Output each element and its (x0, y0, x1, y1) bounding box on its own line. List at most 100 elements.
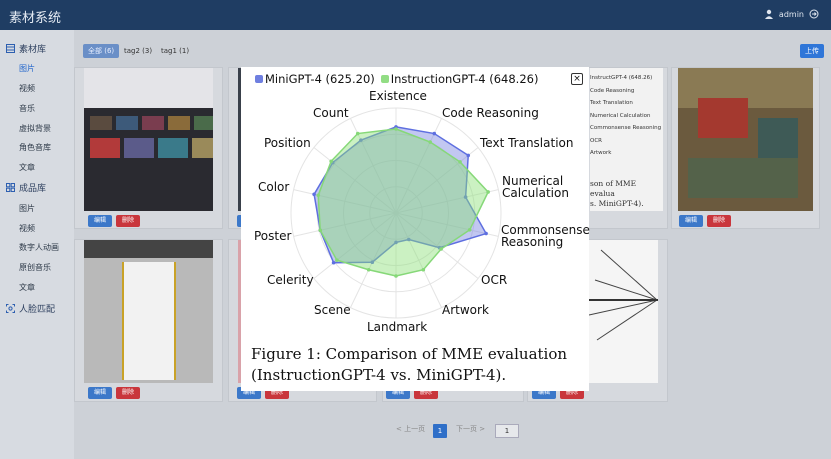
sidebar-group-face-match[interactable]: 人脸匹配 (6, 302, 55, 315)
axis-label-text-translation: Text Translation (480, 136, 574, 150)
media-thumbnail[interactable] (678, 68, 813, 211)
sidebar-item-product-articles[interactable]: 文章 (19, 283, 35, 292)
radar-point-1-4 (467, 228, 472, 232)
axis-label-position: Position (264, 136, 311, 150)
radar-point-0-11 (312, 192, 316, 197)
media-card[interactable]: 编辑 删除 (74, 67, 223, 229)
radar-spoke-2 (395, 147, 479, 214)
radar-point-1-7 (394, 274, 398, 278)
sidebar-item-music[interactable]: 音乐 (19, 104, 35, 113)
radar-point-0-2 (466, 153, 471, 158)
page-1[interactable]: 1 (433, 424, 447, 438)
top-bar: 素材系统 admin (0, 0, 831, 30)
radar-point-0-7 (394, 240, 398, 245)
sidebar-item-digital-human[interactable]: 数字人动画 (19, 243, 59, 252)
radar-spoke-6 (395, 212, 443, 308)
radar-spoke-10 (293, 212, 397, 237)
sidebar-item-original-music[interactable]: 原创音乐 (19, 263, 51, 272)
username: admin (778, 9, 804, 19)
bg-card-text: Commonsense Reasoning (590, 125, 662, 131)
media-card[interactable]: 编辑 删除 (671, 67, 820, 229)
sidebar: 素材库 图片 视频 音乐 虚拟背景 角色音库 文章 成品库 图片 视频 数字人动… (0, 30, 74, 459)
sidebar-item-voice-library[interactable]: 角色音库 (19, 143, 51, 152)
radar-point-1-0 (394, 127, 398, 131)
radar-point-0-1 (432, 131, 437, 136)
prev-page[interactable]: < 上一页 (396, 425, 426, 433)
radar-point-1-12 (329, 159, 333, 164)
sidebar-item-product-videos[interactable]: 视频 (19, 224, 35, 233)
edit-button[interactable]: 编辑 (679, 215, 703, 227)
sidebar-item-product-images[interactable]: 图片 (19, 204, 35, 213)
bg-card-text: InstructGPT-4 (648.26) (590, 75, 653, 81)
edit-button[interactable]: 编辑 (88, 387, 112, 399)
bg-card-caption: son of MME evalua s. MiniGPT-4). (590, 179, 644, 208)
axis-label-landmark: Landmark (367, 320, 428, 334)
radar-point-0-3 (463, 195, 468, 199)
face-scan-icon (6, 304, 15, 313)
radar-spoke-11 (293, 189, 397, 214)
radar-point-1-8 (366, 267, 371, 272)
upload-button[interactable]: 上传 (800, 44, 824, 58)
radar-spoke-5 (395, 212, 479, 279)
radar-point-0-6 (406, 237, 411, 242)
media-thumbnail[interactable] (84, 240, 213, 383)
edit-button[interactable]: 编辑 (88, 215, 112, 227)
sidebar-item-images[interactable]: 图片 (19, 64, 35, 73)
figure-caption: Figure 1: Comparison of MME evaluation (… (251, 345, 568, 384)
user-icon (764, 9, 773, 19)
radar-spoke-4 (395, 212, 499, 237)
radar-point-1-5 (439, 247, 443, 251)
radar-spoke-8 (349, 212, 397, 308)
delete-button[interactable]: 删除 (707, 215, 731, 227)
radar-point-1-9 (335, 258, 339, 262)
radar-point-1-13 (355, 131, 360, 136)
logout-icon[interactable] (809, 9, 819, 19)
bg-card-text: Artwork (590, 150, 612, 156)
page-jump-input[interactable]: 1 (495, 424, 519, 438)
bg-card-text: Code Reasoning (590, 87, 635, 94)
radar-point-0-9 (331, 260, 336, 265)
axis-label-existence: Existence (369, 89, 427, 103)
media-thumbnail[interactable] (84, 68, 213, 211)
legend-item: MiniGPT-4 (625.20) (255, 72, 375, 86)
radar-spoke-9 (313, 212, 397, 279)
library-icon (6, 44, 15, 53)
axis-label-scene: Scene (314, 303, 351, 317)
axis-label-numerical-calculation: Numerical Calculation (502, 174, 569, 200)
radar-point-1-10 (318, 228, 323, 233)
radar-point-1-6 (421, 267, 426, 272)
sidebar-group-label: 素材库 (19, 45, 47, 55)
radar-point-1-1 (428, 140, 432, 144)
axis-label-code-reasoning: Code Reasoning (442, 106, 539, 120)
close-button[interactable]: × (571, 73, 583, 85)
radar-spoke-12 (313, 147, 397, 214)
delete-button[interactable]: 删除 (116, 215, 140, 227)
radar-point-1-2 (458, 160, 462, 164)
media-thumbnail[interactable]: InstructGPT-4 (648.26) Code Reasoning Te… (590, 68, 663, 211)
sidebar-item-articles[interactable]: 文章 (19, 163, 35, 172)
sidebar-group-products[interactable]: 成品库 (6, 181, 46, 194)
axis-label-poster: Poster (254, 229, 292, 243)
next-page[interactable]: 下一页 > (456, 425, 486, 433)
radar-point-1-3 (486, 190, 490, 194)
media-card[interactable]: 编辑 删除 (74, 239, 223, 402)
user-menu[interactable]: admin (764, 9, 819, 19)
bg-card-text: Numerical Calculation (590, 112, 651, 119)
bg-card-text: Text Translation (590, 100, 633, 106)
delete-button[interactable]: 删除 (116, 387, 140, 399)
axis-label-celerity: Celerity (267, 273, 314, 287)
tag-all[interactable]: 全部 (6) (83, 44, 120, 58)
sidebar-item-virtual-bg[interactable]: 虚拟背景 (19, 124, 51, 133)
sidebar-group-materials[interactable]: 素材库 (6, 42, 46, 55)
sidebar-group-label: 人脸匹配 (19, 305, 56, 315)
app-title: 素材系统 (9, 11, 62, 26)
axis-label-count: Count (313, 106, 349, 120)
radar-spoke-3 (395, 189, 499, 214)
axis-label-artwork: Artwork (442, 303, 489, 317)
tag-2[interactable]: tag2 (3) (124, 47, 153, 55)
sidebar-group-label: 成品库 (19, 184, 47, 194)
axis-label-color: Color (258, 180, 290, 194)
sidebar-item-videos[interactable]: 视频 (19, 84, 35, 93)
tag-1[interactable]: tag1 (1) (161, 47, 190, 55)
bg-card-text: OCR (590, 137, 602, 144)
